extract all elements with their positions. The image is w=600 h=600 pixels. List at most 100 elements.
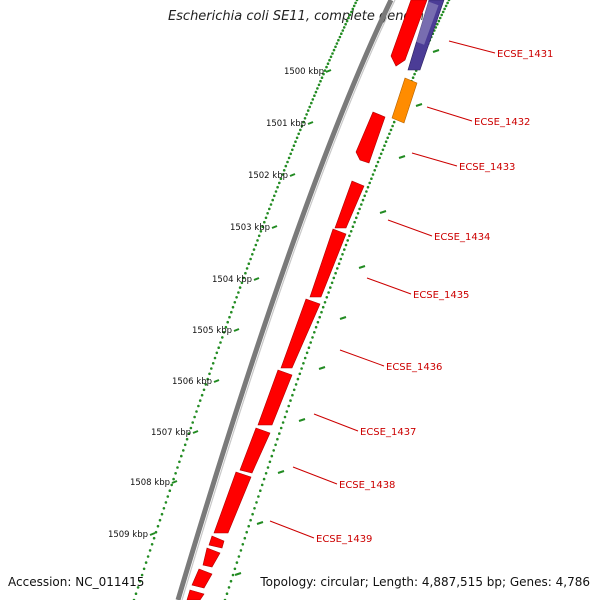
outer-tick: [432, 49, 440, 53]
outer-ring-dot: [348, 234, 351, 238]
inner-ring-dot: [289, 152, 293, 156]
gene-label: ECSE_1435: [413, 290, 469, 301]
inner-ring-dot: [195, 410, 198, 413]
gene-feature-ecse-1434[interactable]: [334, 180, 365, 229]
gene-feature-ecse-1433[interactable]: [355, 111, 386, 164]
scale-tick: [192, 430, 199, 434]
map-title: Escherichia coli SE11, complete genome: [167, 9, 433, 24]
inner-ring-dot: [263, 220, 266, 224]
inner-ring-dot: [164, 501, 168, 504]
gene-feature-ecse-1431[interactable]: [407, 0, 445, 71]
outer-ring-dot: [266, 466, 270, 469]
outer-ring-dot: [356, 212, 360, 215]
inner-ring-dot: [350, 10, 353, 14]
inner-ring-dot: [281, 173, 284, 176]
outer-ring-dot: [381, 148, 385, 152]
inner-ring-dot: [162, 507, 166, 510]
inner-ring-dot: [286, 160, 289, 164]
scale-label: 1505 kbp: [192, 326, 232, 336]
outer-ring-dot: [278, 432, 281, 435]
inner-ring-dot: [152, 536, 156, 540]
topology-text: Topology: circular; Length: 4,887,515 bp…: [260, 575, 590, 589]
inner-ring-dot: [242, 276, 245, 280]
inner-ring-dot: [215, 351, 219, 355]
scale-label: 1500 kbp: [284, 67, 324, 77]
inner-ring-dot: [148, 549, 152, 552]
outer-ring-dot: [370, 177, 373, 180]
gene-feature-ecse-1435[interactable]: [309, 228, 347, 298]
outer-ring-dot: [264, 472, 268, 475]
inner-ring-dot: [338, 35, 342, 39]
gene-feature-small-2[interactable]: [202, 547, 221, 568]
inner-ring-dot: [244, 271, 247, 275]
outer-ring-dot: [444, 4, 448, 8]
outer-ring-dot: [441, 10, 445, 14]
inner-ring-dot: [200, 393, 204, 397]
gene-feature-highlight: [412, 1, 439, 45]
outer-ring-dot: [373, 169, 377, 172]
outer-ring-dot: [360, 203, 363, 206]
outer-ring-dot: [366, 185, 370, 189]
gene-feature-small-4[interactable]: [186, 589, 205, 600]
inner-ring-dot: [328, 58, 331, 62]
outer-ring-dot: [245, 530, 248, 534]
outer-ring-dot: [262, 477, 266, 481]
outer-ring-dot: [279, 426, 283, 430]
gene-feature-small-1[interactable]: [208, 535, 225, 549]
inner-tick-ring: [132, 0, 359, 600]
outer-tick: [256, 521, 264, 525]
inner-ring-dot: [278, 181, 281, 185]
inner-ring-dot: [306, 109, 310, 112]
inner-ring-dot: [320, 76, 324, 79]
outer-tick: [298, 418, 306, 422]
inner-ring-dot: [185, 437, 189, 441]
gene-label: ECSE_1437: [360, 427, 416, 438]
outer-ring-dot: [229, 579, 233, 583]
inner-ring-dot: [193, 415, 196, 419]
scale-tick: [325, 69, 332, 73]
outer-ring-dot: [270, 454, 274, 458]
outer-ring-dot: [343, 248, 346, 251]
outer-ring-dot: [351, 225, 355, 228]
scale-labels: 1500 kbp 1501 kbp 1502 kbp 1503 kbp 1504 kbp…: [108, 67, 324, 540]
inner-ring-dot: [176, 466, 179, 469]
outer-ring-dot: [358, 207, 361, 211]
gene-label: ECSE_1432: [474, 117, 530, 128]
gene-feature-small-3[interactable]: [191, 568, 213, 589]
callout-line: [426, 106, 473, 122]
gene-feature-ecse-1438[interactable]: [239, 427, 271, 474]
accession-text: Accession: NC_011415: [8, 575, 145, 589]
callout-line: [448, 40, 496, 54]
scale-tick: [307, 121, 314, 125]
gene-feature-ecse-1439[interactable]: [213, 471, 252, 534]
inner-ring-dot: [134, 592, 138, 595]
outer-ring-dot: [268, 460, 272, 464]
inner-ring-dot: [168, 489, 172, 493]
callout-line: [269, 520, 315, 539]
callout-line: [313, 413, 359, 432]
outer-ring-dot: [255, 501, 258, 504]
inner-ring-dot: [257, 234, 261, 238]
inner-ring-dot: [172, 477, 175, 481]
inner-ring-dot: [136, 586, 140, 589]
outer-tick: [339, 316, 347, 320]
outer-ring-dot: [411, 76, 415, 79]
gene-feature-ecse-1436[interactable]: [280, 298, 321, 369]
inner-ring-dot: [142, 567, 146, 571]
callout-line: [387, 219, 433, 237]
inner-ring-dot: [313, 94, 316, 97]
outer-ring-dot: [375, 164, 378, 168]
inner-ring-dot: [323, 69, 327, 72]
outer-ring-dot: [341, 253, 344, 256]
inner-ring-dot: [213, 356, 217, 360]
inner-ring-dot: [303, 117, 307, 120]
gene-feature-ecse-1432[interactable]: [391, 77, 418, 124]
scale-tick: [289, 173, 296, 177]
inner-ring-dot: [276, 185, 279, 189]
gene-feature-ecse-1430[interactable]: [390, 0, 428, 67]
inner-ring-dot: [189, 426, 193, 430]
inner-ring-dot: [292, 144, 296, 147]
gene-feature-ecse-1437[interactable]: [257, 369, 293, 426]
outer-ring-dot: [318, 315, 322, 319]
scale-tick: [213, 379, 220, 383]
